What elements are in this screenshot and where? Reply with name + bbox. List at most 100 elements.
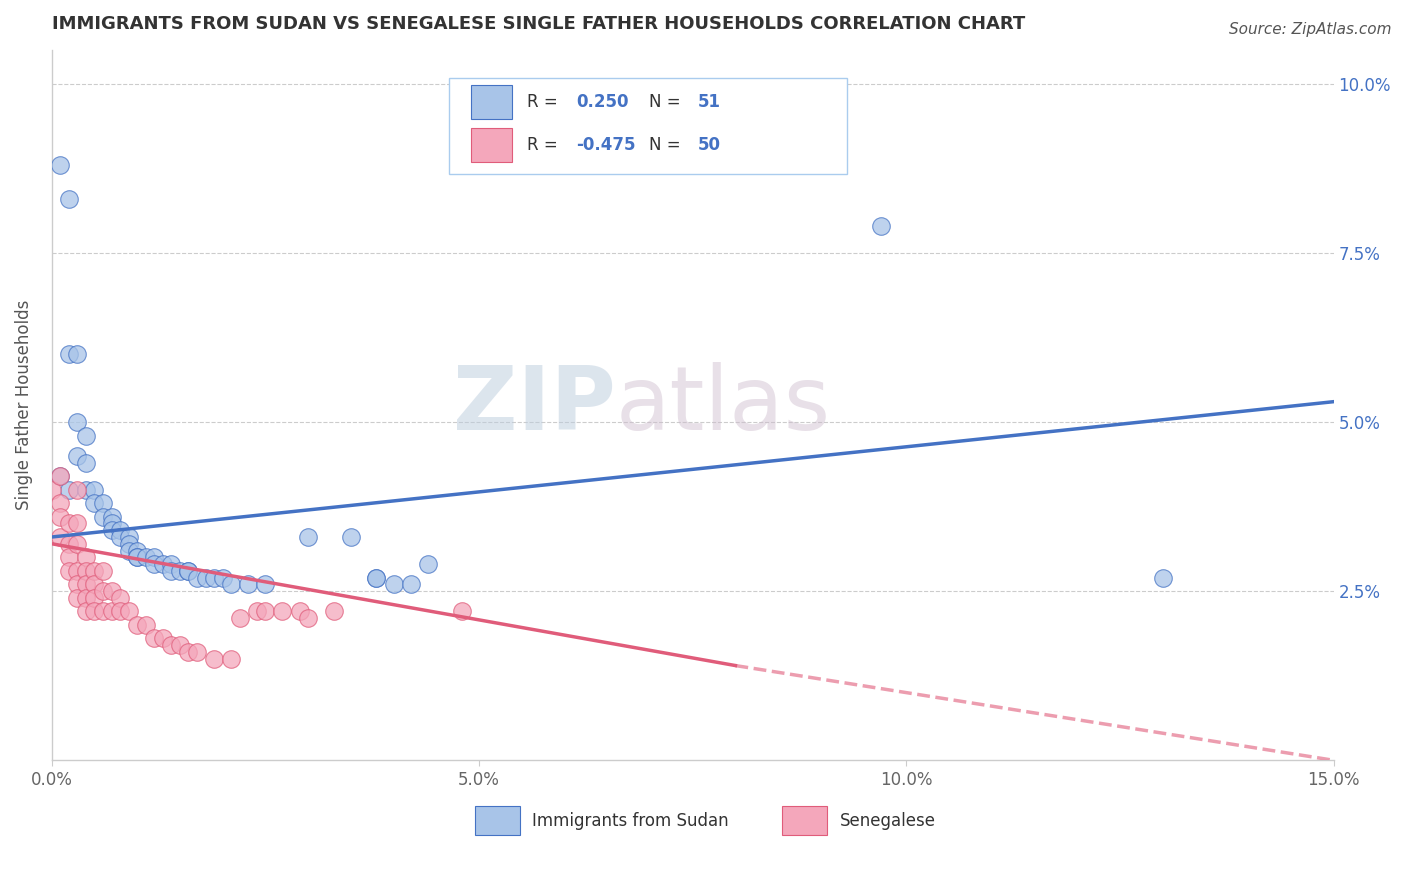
Point <box>75 456 97 470</box>
Point <box>108 591 131 605</box>
Point <box>238 577 260 591</box>
Text: N =: N = <box>650 136 686 153</box>
Point <box>246 604 269 618</box>
Text: IMMIGRANTS FROM SUDAN VS SENEGALESE SINGLE FATHER HOUSEHOLDS CORRELATION CHART: IMMIGRANTS FROM SUDAN VS SENEGALESE SING… <box>52 15 1025 33</box>
Point <box>135 550 157 565</box>
Point <box>160 557 183 571</box>
Point <box>152 632 174 646</box>
Point <box>66 516 89 531</box>
Point <box>194 571 217 585</box>
Point <box>91 584 114 599</box>
Point <box>177 564 200 578</box>
Point <box>100 516 122 531</box>
Point <box>127 550 149 565</box>
Text: R =: R = <box>527 93 564 111</box>
Point <box>100 509 122 524</box>
Point <box>83 577 105 591</box>
Point <box>177 564 200 578</box>
Point <box>58 537 80 551</box>
FancyBboxPatch shape <box>475 806 520 835</box>
Point <box>75 483 97 497</box>
Point <box>75 428 97 442</box>
Point <box>75 591 97 605</box>
Text: 51: 51 <box>697 93 721 111</box>
Point <box>75 564 97 578</box>
Point <box>169 638 191 652</box>
Text: R =: R = <box>527 136 564 153</box>
Point <box>83 564 105 578</box>
Point <box>382 577 405 591</box>
Point <box>143 632 166 646</box>
Text: atlas: atlas <box>616 361 831 449</box>
Point <box>219 652 242 666</box>
Point <box>49 469 72 483</box>
Point <box>108 530 131 544</box>
Point <box>152 557 174 571</box>
Point <box>169 564 191 578</box>
Point <box>186 645 208 659</box>
Point <box>66 577 89 591</box>
Point <box>66 564 89 578</box>
Point <box>58 516 80 531</box>
Point <box>160 638 183 652</box>
Point <box>91 509 114 524</box>
Point <box>271 604 294 618</box>
Point <box>416 557 439 571</box>
Point <box>49 158 72 172</box>
Point <box>297 530 319 544</box>
Point <box>229 611 252 625</box>
Point <box>143 557 166 571</box>
Point <box>58 192 80 206</box>
Point <box>66 415 89 429</box>
Point <box>219 577 242 591</box>
Y-axis label: Single Father Households: Single Father Households <box>15 300 32 510</box>
Point <box>254 577 277 591</box>
Point <box>108 523 131 537</box>
Point <box>58 347 80 361</box>
Point <box>322 604 344 618</box>
Point <box>100 523 122 537</box>
Point <box>118 543 141 558</box>
Point <box>83 604 105 618</box>
Point <box>288 604 311 618</box>
Text: Senegalese: Senegalese <box>841 812 936 830</box>
Point <box>366 571 388 585</box>
FancyBboxPatch shape <box>471 85 512 120</box>
Point <box>58 483 80 497</box>
Point <box>66 591 89 605</box>
Point <box>75 550 97 565</box>
Point <box>399 577 422 591</box>
Point <box>91 604 114 618</box>
Point <box>143 550 166 565</box>
Point <box>91 564 114 578</box>
Text: 50: 50 <box>697 136 721 153</box>
Point <box>202 652 225 666</box>
Point <box>66 537 89 551</box>
Point <box>66 347 89 361</box>
Point <box>83 496 105 510</box>
Point <box>127 618 149 632</box>
FancyBboxPatch shape <box>449 78 846 174</box>
Point <box>66 483 89 497</box>
Text: Source: ZipAtlas.com: Source: ZipAtlas.com <box>1229 22 1392 37</box>
Point <box>118 537 141 551</box>
Point <box>186 571 208 585</box>
Point <box>83 591 105 605</box>
Point <box>1152 571 1174 585</box>
Point <box>49 469 72 483</box>
Point <box>177 645 200 659</box>
Point <box>83 483 105 497</box>
Point <box>340 530 363 544</box>
Text: N =: N = <box>650 93 686 111</box>
FancyBboxPatch shape <box>471 128 512 161</box>
Point <box>202 571 225 585</box>
Point <box>127 550 149 565</box>
Point <box>160 564 183 578</box>
Point <box>118 604 141 618</box>
Text: ZIP: ZIP <box>453 361 616 449</box>
Point <box>58 564 80 578</box>
Point <box>127 543 149 558</box>
Point <box>100 604 122 618</box>
Point <box>118 530 141 544</box>
Point <box>869 219 891 233</box>
